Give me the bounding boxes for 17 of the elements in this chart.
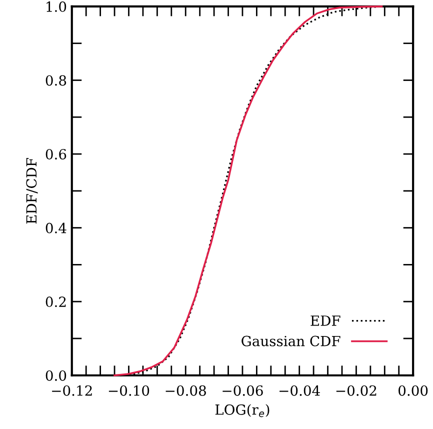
x-tick-label: −0.04 <box>280 385 320 396</box>
x-tick-label: −0.02 <box>336 385 376 396</box>
y-tick-label: 0.0 <box>46 370 66 381</box>
y-tick-label: 0.2 <box>46 296 66 308</box>
x-tick-label: −0.12 <box>52 385 92 396</box>
x-tick-label: 0.00 <box>398 385 428 396</box>
x-tick-label: −0.08 <box>166 385 206 396</box>
x-axis-title: LOG(r$_{e}$) <box>215 404 270 418</box>
legend-label: EDF <box>310 316 340 326</box>
y-tick-label: 0.8 <box>46 75 66 86</box>
legend-label: Gaussian CDF <box>242 336 340 346</box>
x-tick-label: −0.10 <box>108 385 150 396</box>
x-tick-label: −0.06 <box>222 385 263 396</box>
y-tick-label: 0.4 <box>46 222 66 234</box>
y-tick-label: 0.6 <box>46 148 66 160</box>
y-tick-label: 1.0 <box>46 1 66 12</box>
y-axis-title: EDF/CDF <box>26 158 38 224</box>
